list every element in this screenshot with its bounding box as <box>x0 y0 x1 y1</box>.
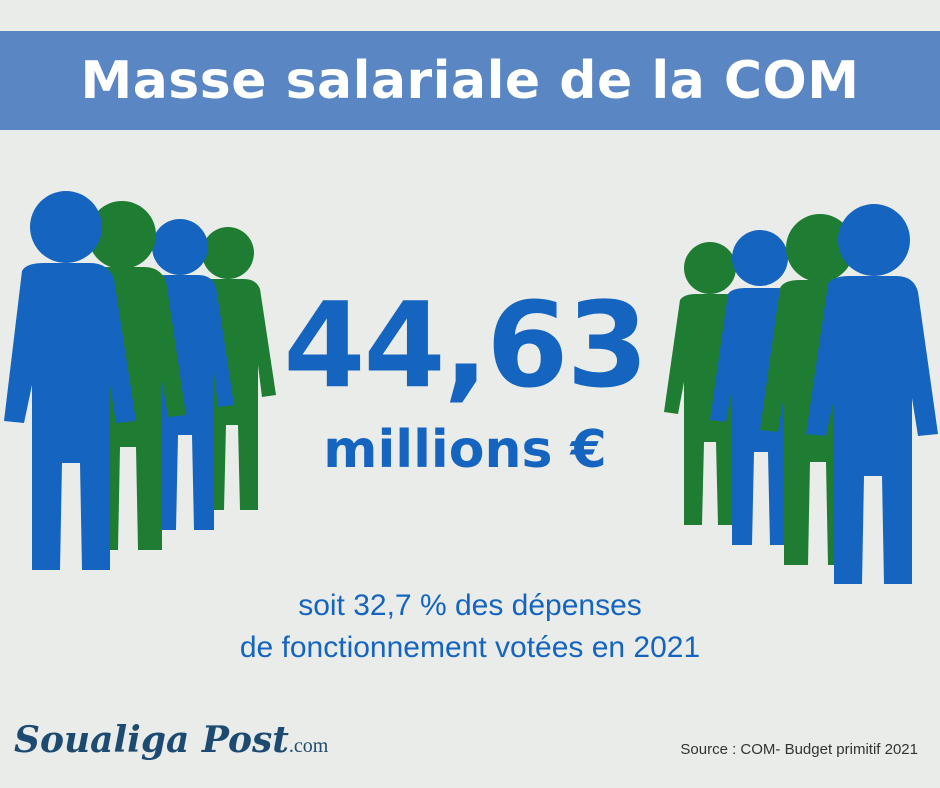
brand-logo: Soualiga Post.com <box>14 722 328 758</box>
person-icon <box>806 204 938 584</box>
share-line-2: de fonctionnement votées en 2021 <box>239 631 701 664</box>
logo-suffix: .com <box>288 735 329 757</box>
salary-unit: millions € <box>323 420 607 480</box>
people-group-left <box>4 191 276 570</box>
person-icon <box>4 191 136 570</box>
source-note: Source : COM- Budget primitif 2021 <box>680 741 918 758</box>
share-description: soit 32,7 % des dépenses de fonctionneme… <box>120 585 820 669</box>
logo-name: Soualiga Post <box>14 719 289 761</box>
people-group-right <box>664 204 938 584</box>
salary-amount: 44,63 <box>283 276 648 414</box>
page-title: Masse salariale de la COM <box>80 50 860 111</box>
title-banner: Masse salariale de la COM <box>0 31 940 130</box>
share-line-1: soit 32,7 % des dépenses <box>298 589 642 622</box>
